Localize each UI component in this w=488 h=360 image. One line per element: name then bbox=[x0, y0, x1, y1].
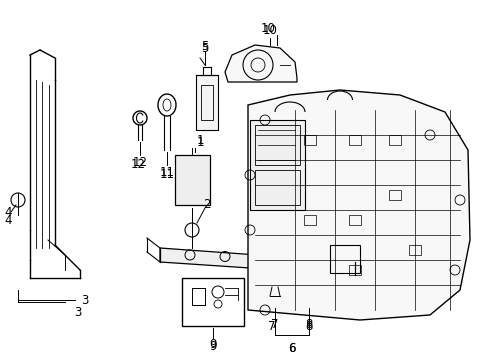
Text: 8: 8 bbox=[305, 320, 312, 333]
Text: 6: 6 bbox=[287, 342, 295, 355]
Text: 1: 1 bbox=[196, 136, 203, 149]
Bar bbox=[388, 135, 400, 145]
Bar bbox=[304, 215, 315, 225]
Bar bbox=[348, 135, 360, 145]
Text: 3: 3 bbox=[81, 293, 88, 306]
Bar bbox=[254, 170, 299, 205]
Text: 2: 2 bbox=[203, 198, 210, 211]
Polygon shape bbox=[247, 90, 469, 320]
Bar bbox=[408, 245, 420, 255]
Bar bbox=[254, 125, 299, 165]
Text: 10: 10 bbox=[262, 23, 277, 36]
Bar bbox=[294, 272, 323, 307]
Polygon shape bbox=[160, 248, 354, 275]
Text: 1: 1 bbox=[196, 134, 203, 147]
Text: 12: 12 bbox=[132, 156, 147, 168]
Text: 4: 4 bbox=[4, 213, 12, 226]
Bar bbox=[388, 190, 400, 200]
Text: 9: 9 bbox=[209, 339, 216, 352]
Text: 8: 8 bbox=[305, 319, 312, 332]
Text: 5: 5 bbox=[201, 40, 208, 53]
Text: 9: 9 bbox=[209, 338, 216, 351]
Text: 12: 12 bbox=[130, 158, 145, 171]
Polygon shape bbox=[224, 45, 296, 82]
Text: 3: 3 bbox=[74, 306, 81, 319]
Bar bbox=[348, 265, 360, 275]
Text: 7: 7 bbox=[268, 320, 275, 333]
Text: 10: 10 bbox=[260, 22, 275, 35]
Bar bbox=[329, 245, 359, 273]
Bar bbox=[249, 120, 305, 210]
Bar bbox=[348, 215, 360, 225]
Text: 4: 4 bbox=[4, 206, 12, 219]
Text: 7: 7 bbox=[271, 319, 278, 332]
Bar bbox=[304, 135, 315, 145]
Text: 11: 11 bbox=[159, 166, 174, 179]
Bar bbox=[298, 292, 318, 302]
Bar bbox=[196, 75, 218, 130]
Text: 6: 6 bbox=[287, 342, 295, 355]
Bar bbox=[201, 85, 213, 120]
Bar bbox=[175, 155, 209, 205]
Text: 5: 5 bbox=[201, 41, 208, 54]
Bar bbox=[182, 278, 244, 326]
Text: 11: 11 bbox=[159, 167, 174, 180]
Bar bbox=[298, 276, 318, 288]
